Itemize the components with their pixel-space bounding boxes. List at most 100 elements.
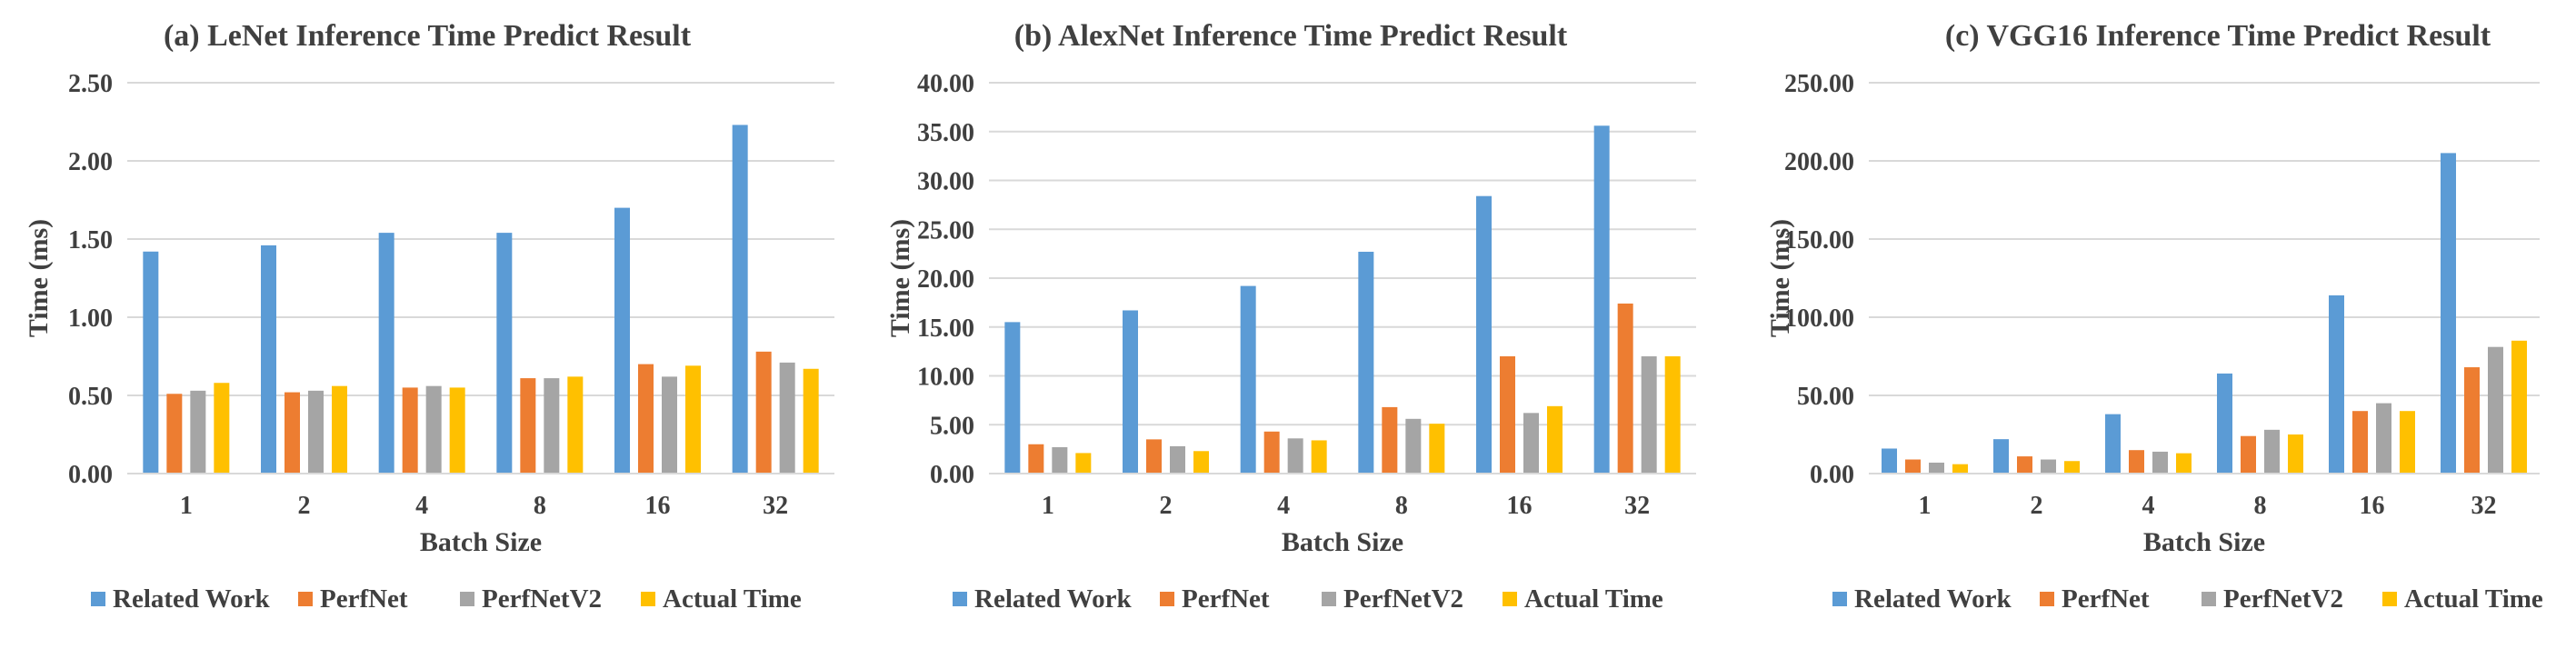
x-tick-label: 4 bbox=[2142, 492, 2155, 520]
x-tick-label: 2 bbox=[2031, 492, 2043, 520]
y-tick-label: 0.00 bbox=[68, 461, 113, 489]
y-tick-label: 15.00 bbox=[917, 315, 974, 343]
bar-actual-time-2 bbox=[332, 385, 347, 474]
bar-actual-time-1 bbox=[1952, 464, 1968, 474]
legend-swatch bbox=[1322, 592, 1336, 606]
x-tick-label: 1 bbox=[1042, 492, 1054, 520]
chart-panel-2: (c) VGG16 Inference Time Predict Result 0… bbox=[1765, 19, 2543, 614]
legend-swatch bbox=[91, 592, 105, 606]
y-tick-label: 1.00 bbox=[68, 305, 113, 333]
y-tick-label: 2.50 bbox=[68, 70, 113, 98]
x-tick-label: 1 bbox=[1919, 492, 1932, 520]
legend-label: PerfNetV2 bbox=[2223, 584, 2343, 614]
x-tick-label: 8 bbox=[1395, 492, 1408, 520]
bar-perfnetv2-8 bbox=[544, 378, 560, 474]
bar-actual-time-16 bbox=[685, 365, 701, 474]
bar-perfnetv2-1 bbox=[1929, 462, 1944, 474]
bar-perfnetv2-1 bbox=[190, 390, 206, 474]
y-tick-label: 20.00 bbox=[917, 265, 974, 294]
legend-swatch bbox=[460, 592, 474, 606]
bar-actual-time-1 bbox=[214, 383, 230, 474]
bar-actual-time-2 bbox=[2064, 461, 2080, 474]
y-axis-label: Time (ms) bbox=[885, 219, 915, 337]
bar-actual-time-8 bbox=[2288, 434, 2303, 474]
x-tick-label: 8 bbox=[534, 492, 546, 520]
bar-actual-time-2 bbox=[1193, 451, 1209, 474]
bar-perfnet-4 bbox=[402, 387, 418, 474]
bar-actual-time-8 bbox=[567, 376, 584, 474]
bar-perfnetv2-8 bbox=[2264, 429, 2280, 474]
bar-actual-time-4 bbox=[1311, 440, 1327, 474]
bar-perfnetv2-4 bbox=[2152, 451, 2168, 474]
y-tick-label: 250.00 bbox=[1784, 70, 1854, 98]
y-tick-label: 150.00 bbox=[1784, 226, 1854, 255]
bar-related-work-16 bbox=[614, 207, 630, 474]
bar-perfnet-8 bbox=[2241, 435, 2256, 474]
y-tick-label: 10.00 bbox=[917, 364, 974, 392]
bar-perfnetv2-16 bbox=[662, 376, 677, 474]
bar-related-work-32 bbox=[732, 125, 748, 474]
bar-related-work-4 bbox=[1240, 285, 1256, 474]
x-tick-label: 8 bbox=[2254, 492, 2267, 520]
y-tick-label: 5.00 bbox=[930, 412, 974, 440]
bar-perfnetv2-1 bbox=[1052, 446, 1068, 474]
x-tick-label: 4 bbox=[415, 492, 428, 520]
legend-label: Actual Time bbox=[2404, 584, 2543, 614]
bar-related-work-4 bbox=[2105, 414, 2121, 474]
bar-actual-time-32 bbox=[803, 368, 819, 474]
bar-perfnetv2-2 bbox=[2041, 459, 2056, 474]
legend-swatch bbox=[641, 592, 655, 606]
legend: Related Work PerfNet PerfNetV2 Actual Time bbox=[91, 584, 802, 614]
y-tick-label: 200.00 bbox=[1784, 148, 1854, 176]
legend-swatch bbox=[2040, 592, 2054, 606]
bar-related-work-8 bbox=[1358, 251, 1374, 474]
x-tick-label: 16 bbox=[1507, 492, 1533, 520]
bar-perfnet-2 bbox=[2017, 456, 2032, 474]
bar-perfnet-32 bbox=[1617, 303, 1633, 474]
legend-swatch bbox=[2202, 592, 2216, 606]
bar-actual-time-8 bbox=[1429, 424, 1445, 474]
legend-swatch bbox=[2382, 592, 2397, 606]
bar-related-work-8 bbox=[496, 233, 513, 474]
bar-perfnetv2-2 bbox=[1170, 445, 1185, 474]
legend-swatch bbox=[1503, 592, 1517, 606]
bar-related-work-32 bbox=[2441, 153, 2456, 474]
bar-actual-time-32 bbox=[1664, 356, 1681, 474]
y-tick-label: 25.00 bbox=[917, 216, 974, 245]
legend-label: PerfNet bbox=[320, 584, 408, 614]
x-tick-label: 16 bbox=[645, 492, 671, 520]
bar-related-work-16 bbox=[1476, 195, 1492, 474]
y-tick-label: 1.50 bbox=[68, 226, 113, 255]
bar-actual-time-4 bbox=[2176, 453, 2192, 474]
x-tick-label: 4 bbox=[1277, 492, 1290, 520]
legend-label: PerfNetV2 bbox=[1343, 584, 1463, 614]
legend-label: PerfNet bbox=[1182, 584, 1270, 614]
bar-actual-time-1 bbox=[1075, 453, 1092, 474]
bar-related-work-2 bbox=[1993, 439, 2009, 474]
legend-swatch bbox=[1832, 592, 1847, 606]
bar-actual-time-16 bbox=[1547, 405, 1563, 474]
x-tick-label: 32 bbox=[1624, 492, 1650, 520]
bar-perfnetv2-16 bbox=[2376, 403, 2391, 474]
y-axis-label: Time (ms) bbox=[24, 219, 54, 337]
bar-perfnet-1 bbox=[1905, 459, 1921, 474]
chart-title: (a) LeNet Inference Time Predict Result bbox=[164, 19, 692, 53]
bar-perfnetv2-32 bbox=[1641, 356, 1657, 474]
x-tick-label: 2 bbox=[298, 492, 311, 520]
legend-swatch bbox=[298, 592, 313, 606]
bar-perfnetv2-4 bbox=[1287, 438, 1303, 474]
x-axis-label: Batch Size bbox=[1282, 527, 1403, 557]
bar-perfnet-32 bbox=[755, 351, 772, 474]
x-axis-label: Batch Size bbox=[420, 527, 542, 557]
bar-perfnetv2-4 bbox=[425, 385, 442, 474]
bar-related-work-8 bbox=[2217, 373, 2232, 474]
bar-related-work-1 bbox=[143, 251, 159, 474]
bar-actual-time-16 bbox=[2400, 411, 2415, 474]
y-axis-label: Time (ms) bbox=[1765, 219, 1795, 337]
x-tick-label: 2 bbox=[1160, 492, 1173, 520]
legend-label: Actual Time bbox=[1524, 584, 1663, 614]
y-tick-label: 2.00 bbox=[68, 148, 113, 176]
bar-related-work-2 bbox=[1123, 310, 1138, 474]
legend-label: Related Work bbox=[113, 584, 271, 614]
